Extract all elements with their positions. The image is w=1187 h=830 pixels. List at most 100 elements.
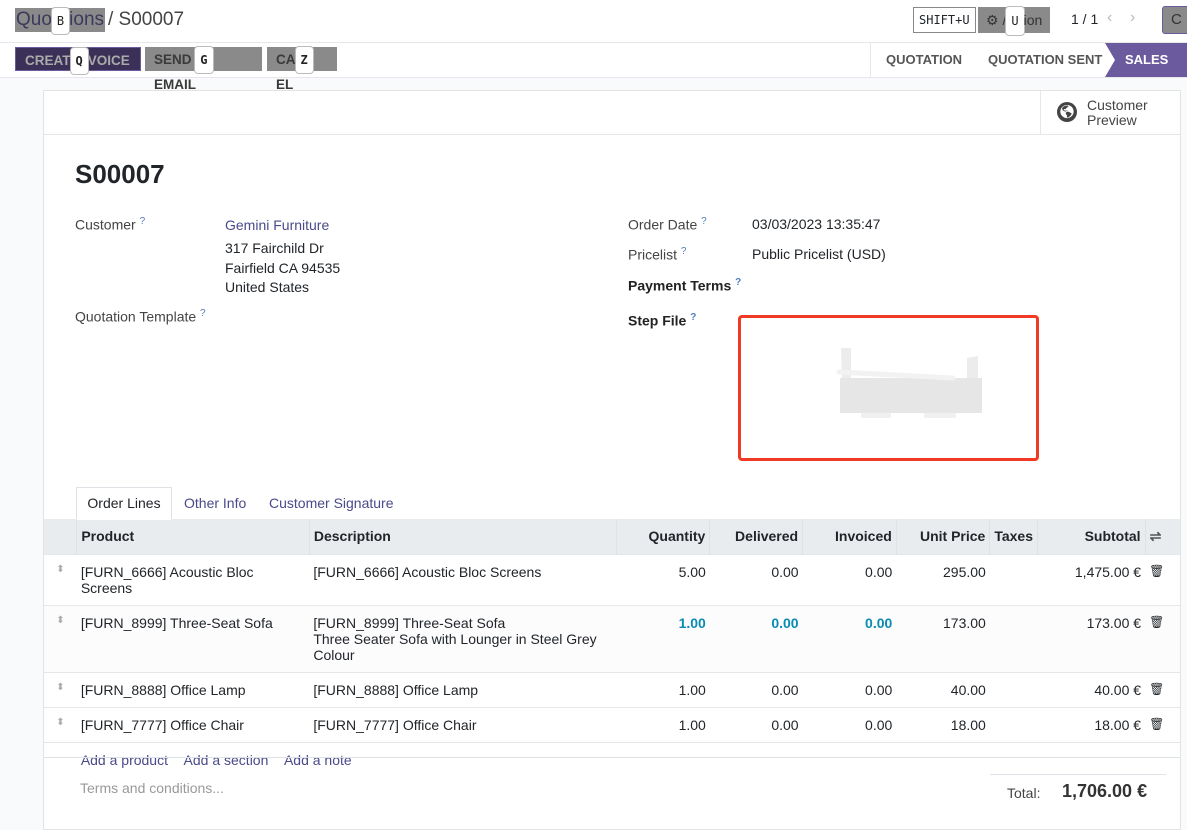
unit-price-cell[interactable]: 173.00 bbox=[896, 604, 990, 672]
create-button[interactable]: C bbox=[1162, 6, 1187, 34]
column-settings-icon[interactable]: ⇌ bbox=[1144, 519, 1180, 554]
invoiced-cell[interactable]: 0.00 bbox=[802, 604, 897, 672]
pricelist-value[interactable]: Public Pricelist (USD) bbox=[752, 246, 886, 262]
divider bbox=[870, 43, 871, 77]
product-cell[interactable]: [FURN_6666] Acoustic Bloc Screens bbox=[76, 553, 310, 605]
help-icon[interactable]: ? bbox=[701, 216, 707, 227]
taxes-cell[interactable] bbox=[989, 553, 1038, 605]
taxes-cell[interactable] bbox=[989, 604, 1038, 672]
col-taxes[interactable]: Taxes bbox=[989, 519, 1038, 554]
table-row[interactable]: ⬍ [FURN_8888] Office Lamp [FURN_8888] Offi… bbox=[44, 671, 1180, 707]
action-bar: CREAT Q VOICE SEND G EMAIL CA ZEL QUOTATION … bbox=[0, 43, 1187, 92]
stage-sales-order[interactable]: SALES ORDER bbox=[1105, 43, 1187, 77]
form-sheet: 🌎︎ Customer Preview S00007 Customer ? Gem… bbox=[43, 90, 1181, 830]
quantity-cell[interactable]: 1.00 bbox=[616, 706, 710, 742]
delivered-cell[interactable]: 0.00 bbox=[709, 671, 803, 707]
label-text: Order Date bbox=[628, 216, 698, 233]
cancel-button[interactable]: CA ZEL bbox=[267, 47, 337, 92]
add-note-link[interactable]: Add a note bbox=[283, 751, 352, 768]
table-row[interactable]: ⬍ [FURN_7777] Office Chair [FURN_7777] Off… bbox=[44, 706, 1180, 742]
table-header-row: Product Description Quantity Delivered I… bbox=[44, 519, 1180, 554]
col-invoiced[interactable]: Invoiced bbox=[802, 519, 897, 554]
table-row[interactable]: ⬍ [FURN_6666] Acoustic Bloc Screens [FURN_… bbox=[44, 553, 1180, 605]
chevron-left-icon[interactable]: ‹ bbox=[1107, 9, 1113, 26]
add-section-link[interactable]: Add a section bbox=[183, 751, 269, 768]
divider bbox=[44, 757, 1180, 758]
invoiced-cell[interactable]: 0.00 bbox=[802, 671, 897, 707]
drag-handle-icon[interactable]: ⬍ bbox=[44, 553, 77, 605]
table-row[interactable]: ⬍ [FURN_8999] Three-Seat Sofa [FURN_8999] … bbox=[44, 604, 1180, 672]
unit-price-cell[interactable]: 295.00 bbox=[896, 553, 990, 605]
quantity-cell[interactable]: 5.00 bbox=[616, 553, 710, 605]
button-text: EMAIL bbox=[154, 77, 196, 92]
subtotal-cell: 18.00 € bbox=[1037, 706, 1146, 742]
tab-customer-signature[interactable]: Customer Signature bbox=[269, 495, 394, 511]
unit-price-cell[interactable]: 40.00 bbox=[896, 671, 990, 707]
drag-handle-icon[interactable]: ⬍ bbox=[44, 706, 77, 742]
button-text: CREAT bbox=[25, 53, 71, 68]
stage-quotation[interactable]: QUOTATION bbox=[886, 52, 963, 67]
description-cell[interactable]: [FURN_7777] Office Chair bbox=[309, 706, 617, 742]
description-cell[interactable]: [FURN_8888] Office Lamp bbox=[309, 671, 617, 707]
col-quantity[interactable]: Quantity bbox=[615, 519, 710, 554]
drag-handle-icon[interactable]: ⬍ bbox=[44, 604, 77, 672]
product-cell[interactable]: [FURN_7777] Office Chair bbox=[76, 706, 310, 742]
label-text: Payment Terms bbox=[628, 277, 732, 294]
customer-link[interactable]: Gemini Furniture bbox=[225, 217, 330, 233]
globe-icon: 🌎︎ bbox=[1057, 102, 1077, 122]
taxes-cell[interactable] bbox=[989, 671, 1038, 707]
taxes-cell[interactable] bbox=[989, 706, 1038, 742]
customer-preview-button[interactable]: 🌎︎ Customer Preview bbox=[1040, 91, 1180, 135]
shortcut-hint: SHIFT+U bbox=[913, 7, 976, 33]
invoiced-cell[interactable]: 0.00 bbox=[802, 706, 897, 742]
address-line: Fairfield CA 94535 bbox=[225, 259, 341, 276]
quantity-cell[interactable]: 1.00 bbox=[616, 604, 710, 672]
tab-other-info[interactable]: Other Info bbox=[184, 495, 247, 511]
step-file-viewer[interactable] bbox=[738, 315, 1039, 461]
delivered-cell[interactable]: 0.00 bbox=[709, 604, 803, 672]
description-line: [FURN_7777] Office Chair bbox=[313, 716, 477, 733]
create-invoice-button[interactable]: CREAT Q VOICE bbox=[15, 47, 141, 74]
help-icon[interactable]: ? bbox=[139, 216, 146, 227]
col-unit-price[interactable]: Unit Price bbox=[895, 519, 990, 554]
col-description[interactable]: Description bbox=[308, 519, 617, 554]
product-cell[interactable]: [FURN_8888] Office Lamp bbox=[76, 671, 310, 707]
label-text: Step File bbox=[628, 312, 687, 329]
terms-input[interactable]: Terms and conditions... bbox=[80, 780, 224, 796]
tab-order-lines[interactable]: Order Lines bbox=[76, 487, 172, 520]
col-delivered[interactable]: Delivered bbox=[709, 519, 803, 554]
help-icon[interactable]: ? bbox=[690, 312, 697, 323]
help-icon[interactable]: ? bbox=[680, 246, 687, 257]
shortcut-key: B bbox=[51, 8, 70, 34]
quantity-cell[interactable]: 1.00 bbox=[616, 671, 710, 707]
col-subtotal[interactable]: Subtotal bbox=[1037, 519, 1146, 554]
breadcrumb-text: Quo bbox=[16, 9, 52, 30]
unit-price-cell[interactable]: 18.00 bbox=[896, 706, 990, 742]
send-email-button[interactable]: SEND G EMAIL bbox=[145, 47, 262, 92]
delivered-cell[interactable]: 0.00 bbox=[709, 706, 803, 742]
description-cell[interactable]: [FURN_6666] Acoustic Bloc Screens bbox=[309, 553, 617, 605]
stage-quotation-sent[interactable]: QUOTATION SENT bbox=[988, 52, 1103, 67]
delivered-cell[interactable]: 0.00 bbox=[709, 553, 803, 605]
description-cell[interactable]: [FURN_8999] Three-Seat Sofa Three Seater … bbox=[309, 604, 617, 672]
shortcut-key: Q bbox=[70, 48, 88, 74]
chevron-right-icon[interactable]: › bbox=[1130, 9, 1136, 26]
col-product[interactable]: Product bbox=[76, 519, 310, 554]
address-line: United States bbox=[225, 279, 310, 295]
invoiced-cell[interactable]: 0.00 bbox=[802, 553, 897, 605]
order-date-value[interactable]: 03/03/2023 13:35:47 bbox=[752, 216, 881, 232]
help-icon[interactable]: ? bbox=[735, 277, 742, 288]
action-text: ion bbox=[1023, 12, 1043, 28]
product-cell[interactable]: [FURN_8999] Three-Seat Sofa bbox=[76, 604, 310, 672]
trash-icon[interactable]: 🗑︎ bbox=[1145, 671, 1180, 707]
drag-handle-icon[interactable]: ⬍ bbox=[44, 671, 77, 707]
trash-icon[interactable]: 🗑︎ bbox=[1145, 553, 1180, 605]
trash-icon[interactable]: 🗑︎ bbox=[1145, 604, 1180, 672]
help-icon[interactable]: ? bbox=[200, 308, 206, 319]
gear-icon: ⚙ bbox=[986, 12, 999, 28]
add-product-link[interactable]: Add a product bbox=[80, 751, 168, 768]
trash-icon[interactable]: 🗑︎ bbox=[1145, 706, 1180, 742]
description-line: Three Seater Sofa with Lounger in Steel … bbox=[313, 630, 597, 647]
